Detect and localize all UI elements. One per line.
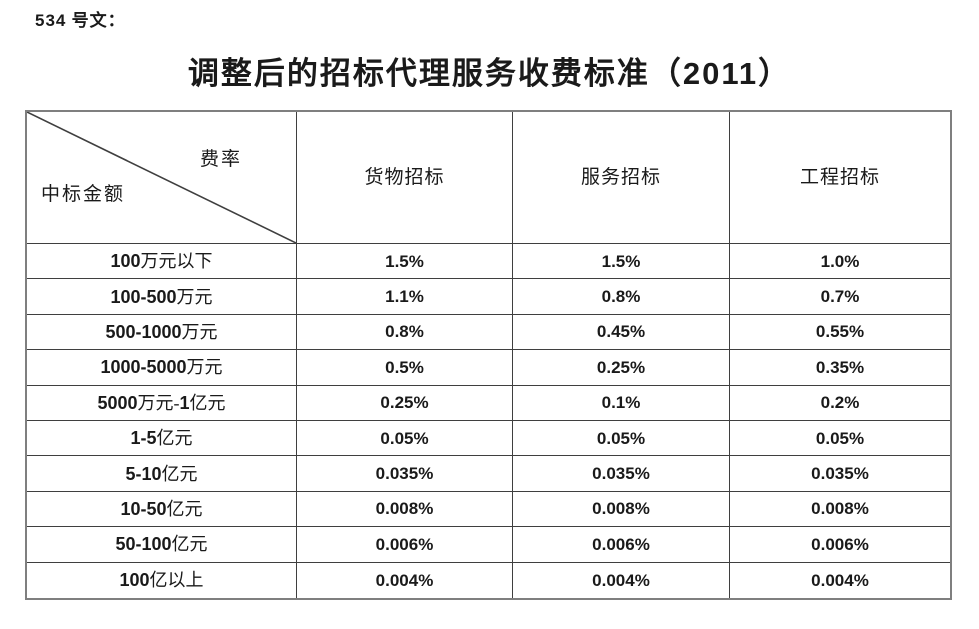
row-label: 10-50 亿元 bbox=[27, 491, 297, 528]
fee-cell: 0.35% bbox=[730, 350, 950, 386]
fee-cell: 0.035% bbox=[297, 456, 513, 492]
fee-cell: 1.0% bbox=[730, 244, 950, 280]
row-label: 100 亿以上 bbox=[27, 562, 297, 598]
fee-cell: 0.004% bbox=[297, 562, 513, 598]
fee-cell: 0.25% bbox=[297, 385, 513, 421]
fee-cell: 0.2% bbox=[730, 386, 950, 421]
fee-cell: 0.035% bbox=[730, 456, 950, 492]
fee-cell: 0.8% bbox=[513, 279, 730, 315]
fee-cell: 0.035% bbox=[513, 456, 730, 492]
fee-cell: 0.006% bbox=[513, 527, 730, 563]
fee-cell: 0.1% bbox=[513, 385, 730, 421]
fee-cell: 0.8% bbox=[297, 314, 513, 351]
fee-cell: 0.55% bbox=[730, 315, 950, 351]
column-header-engineering: 工程招标 bbox=[730, 112, 950, 244]
row-label: 1000-5000 万元 bbox=[27, 350, 297, 386]
row-label: 5-10 亿元 bbox=[27, 456, 297, 492]
fee-cell: 0.006% bbox=[730, 527, 950, 563]
corner-label-rate: 费率 bbox=[200, 149, 243, 170]
fee-cell: 0.008% bbox=[297, 491, 513, 528]
fee-cell: 0.004% bbox=[513, 562, 730, 598]
fee-standard-table: 费率 中标金额 货物招标 服务招标 工程招标 100 万元以下 1.5% 1.5… bbox=[25, 110, 952, 600]
fee-cell: 1.5% bbox=[297, 244, 513, 280]
fee-cell: 0.25% bbox=[513, 350, 730, 386]
column-header-services: 服务招标 bbox=[513, 112, 730, 244]
page-title: 调整后的招标代理服务收费标准（2011） bbox=[187, 56, 792, 91]
fee-cell: 1.5% bbox=[513, 244, 730, 280]
row-label: 1-5 亿元 bbox=[27, 420, 297, 457]
fee-cell: 0.008% bbox=[513, 491, 730, 528]
fee-cell: 0.5% bbox=[297, 350, 513, 386]
fee-cell: 0.45% bbox=[513, 314, 730, 351]
fee-cell: 0.006% bbox=[297, 527, 513, 563]
row-label: 100 万元以下 bbox=[27, 244, 297, 280]
fee-cell: 1.1% bbox=[297, 279, 513, 315]
diagonal-divider-line bbox=[27, 112, 296, 243]
row-label: 100-500 万元 bbox=[27, 279, 297, 315]
fee-cell: 0.05% bbox=[297, 420, 513, 457]
corner-header-cell: 费率 中标金额 bbox=[27, 112, 297, 244]
fee-cell: 0.7% bbox=[730, 279, 950, 315]
fee-cell: 0.05% bbox=[730, 421, 950, 457]
row-label: 50-100 亿元 bbox=[27, 527, 297, 563]
doc-number-label: 534 号文： bbox=[35, 11, 126, 30]
corner-label-bid-amount: 中标金额 bbox=[41, 184, 126, 205]
fee-cell: 0.008% bbox=[730, 492, 950, 528]
row-label: 5000 万元- 1 亿元 bbox=[27, 385, 297, 421]
fee-cell: 0.05% bbox=[513, 420, 730, 457]
fee-cell: 0.004% bbox=[811, 570, 869, 590]
column-header-goods: 货物招标 bbox=[297, 112, 513, 244]
row-label: 500-1000 万元 bbox=[27, 314, 297, 351]
